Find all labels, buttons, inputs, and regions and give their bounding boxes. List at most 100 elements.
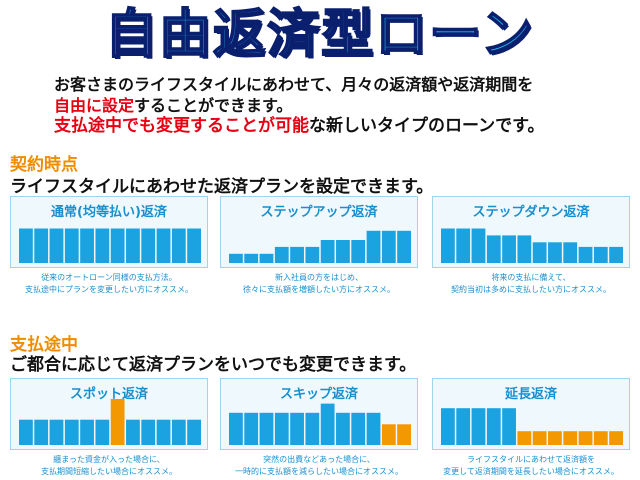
intro-line-3: 支払途中でも変更することが可能な新しいタイプのローンです。 — [54, 116, 624, 137]
plan-desc-line-1: 従来のオートローン同様の支払方法。 — [41, 273, 177, 282]
payment-bar — [64, 228, 79, 263]
payment-bar — [305, 246, 320, 263]
payment-bar — [49, 419, 64, 445]
payment-bar — [244, 412, 259, 445]
payment-bar — [609, 246, 623, 263]
payment-bar — [274, 246, 289, 263]
plan-desc-line-1: 突然の出費などあった場合に、 — [263, 455, 375, 464]
payment-bar — [593, 431, 608, 445]
payment-bar — [351, 240, 366, 263]
page-title: 自由返済型ローン — [104, 4, 535, 66]
payment-bar — [259, 253, 274, 263]
bar-chart — [441, 228, 623, 263]
payment-bar — [563, 431, 578, 445]
payment-bar — [471, 408, 486, 445]
contract-subheading: ライフスタイルにあわせた返済プランを設定できます。 — [10, 177, 434, 197]
plan-desc-line-1: 将来の支払に備えて、 — [491, 273, 571, 282]
payment-bar — [187, 419, 201, 445]
payment-bar — [19, 228, 33, 263]
plan-desc: 従来のオートローン同様の支払方法。 支払途中にプランを変更したい方にオススメ。 — [9, 272, 209, 296]
payment-bar — [381, 424, 396, 445]
payment-bar — [441, 228, 455, 263]
plan-desc-line-2: 変更して返済期間を延長したい場合にオススメ。 — [443, 467, 619, 476]
payment-bar — [517, 235, 532, 263]
intro-text: お客さまのライフスタイルにあわせて、月々の返済額や返済期間を 自由に設定すること… — [54, 74, 624, 137]
plan-bars — [19, 399, 201, 445]
intro-line-2: 自由に設定することができます。 — [54, 95, 624, 116]
payment-bar — [64, 419, 79, 445]
plan-panel-skip[interactable]: スキップ返済 — [220, 378, 418, 450]
plan-title: スポット返済 — [69, 387, 148, 402]
payment-bar — [34, 228, 49, 263]
payment-bar — [563, 242, 578, 263]
plan-panel-extend[interactable]: 延長返済 — [432, 378, 630, 450]
payment-bar — [19, 419, 33, 445]
payment-bar — [259, 412, 274, 445]
payment-bar — [532, 431, 547, 445]
plan-desc: 将来の支払に備えて、 契約当初は多めに支払したい方にオススメ。 — [431, 272, 631, 296]
plan-bars — [441, 399, 623, 445]
payment-bar — [471, 228, 486, 263]
intro-line-3-rest: な新しいタイプのローンです。 — [309, 116, 545, 136]
intro-line-2-rest: することができます。 — [134, 96, 293, 115]
plan-bars — [19, 217, 201, 263]
payment-bar — [229, 412, 243, 445]
payment-bar — [244, 253, 259, 263]
plan-desc-line-2: 徐々に支払額を増額したい方にオススメ。 — [243, 285, 395, 294]
plan-bars — [229, 399, 411, 445]
payment-bar — [156, 228, 171, 263]
plan-desc-line-1: ライフスタイルにあわせて返済額を — [467, 455, 595, 464]
payment-bar — [80, 228, 94, 263]
payment-bar — [229, 253, 243, 263]
plan-desc-line-2: 支払期間短縮したい場合にオススメ。 — [41, 467, 177, 476]
payment-bar — [578, 431, 593, 445]
payment-bar — [290, 246, 304, 263]
payment-bar — [441, 408, 455, 445]
payment-bar — [320, 403, 335, 445]
payment-bar — [548, 431, 562, 445]
payment-bar — [351, 412, 366, 445]
plan-desc: ライフスタイルにあわせて返済額を 変更して返済期間を延長したい場合にオススメ。 — [431, 454, 631, 478]
payment-bar — [320, 240, 335, 263]
plan-desc-line-2: 一時的に支払額を減らしたい場合にオススメ。 — [235, 467, 403, 476]
plan-title: 通常(均等払い)返済 — [51, 205, 167, 220]
payment-bar — [502, 408, 516, 445]
plan-desc-line-1: 纏まった資金が入った場合に、 — [53, 455, 165, 464]
bar-chart — [229, 403, 411, 445]
bar-chart — [441, 408, 623, 445]
plan-title: スキップ返済 — [279, 387, 358, 402]
plan-panel-step-up[interactable]: ステップアップ返済 — [220, 196, 418, 268]
payment-bar — [609, 431, 623, 445]
midway-heading: 支払途中 — [10, 335, 78, 355]
plan-panel-step-down[interactable]: ステップダウン返済 — [432, 196, 630, 268]
payment-bar — [290, 412, 304, 445]
payment-bar — [532, 242, 547, 263]
midway-subheading: ご都合に応じて返済プランをいつでも変更できます。 — [10, 355, 417, 375]
plan-desc: 突然の出費などあった場合に、 一時的に支払額を減らしたい場合にオススメ。 — [219, 454, 419, 478]
plan-panel-spot[interactable]: スポット返済 — [10, 378, 208, 450]
payment-bar — [34, 419, 49, 445]
payment-bar — [381, 230, 396, 263]
payment-bar — [502, 235, 516, 263]
payment-bar — [95, 228, 110, 263]
payment-bar — [187, 228, 201, 263]
payment-bar — [171, 419, 186, 445]
payment-bar — [336, 412, 350, 445]
plan-panel-equal[interactable]: 通常(均等払い)返済 — [10, 196, 208, 268]
payment-bar — [110, 399, 125, 445]
intro-line-1: お客さまのライフスタイルにあわせて、月々の返済額や返済期間を — [54, 75, 534, 94]
payment-bar — [456, 408, 471, 445]
payment-bar — [336, 240, 350, 263]
contract-heading: 契約時点 — [10, 155, 78, 175]
plan-desc: 新入社員の方をはじめ、 徐々に支払額を増額したい方にオススメ。 — [219, 272, 419, 296]
payment-bar — [126, 419, 140, 445]
payment-bar — [126, 228, 140, 263]
payment-bar — [49, 228, 64, 263]
plan-title: ステップアップ返済 — [260, 205, 378, 220]
payment-bar — [95, 419, 110, 445]
payment-bar — [397, 230, 411, 263]
intro-highlight-1: 自由に設定 — [54, 96, 135, 115]
payment-bar — [274, 412, 289, 445]
bar-chart — [19, 399, 201, 445]
plan-desc-line-1: 新入社員の方をはじめ、 — [275, 273, 363, 282]
